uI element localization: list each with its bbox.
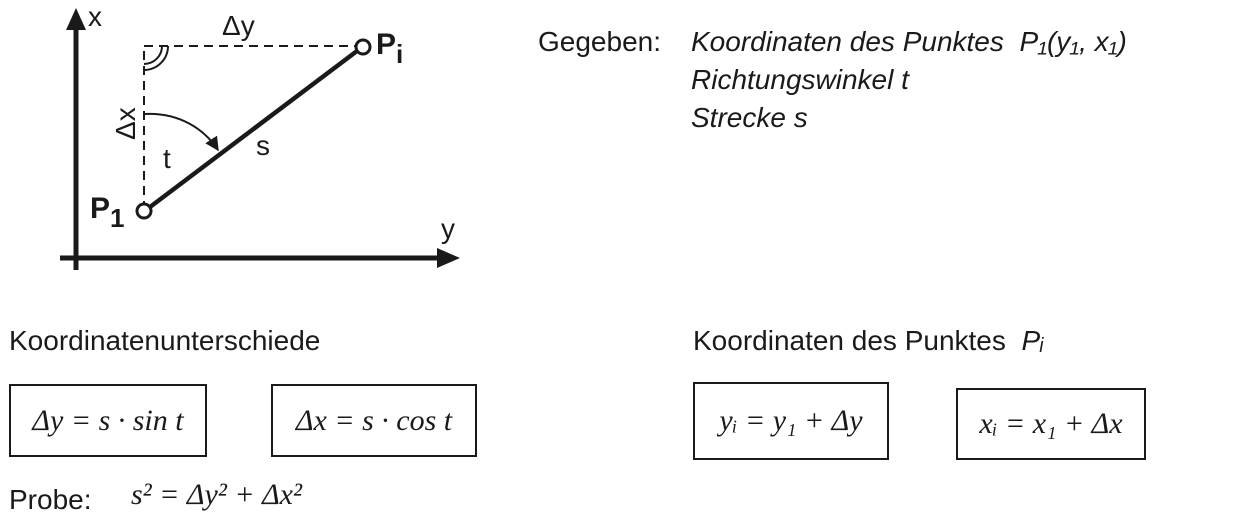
point-p1-marker xyxy=(135,202,153,220)
segment-s xyxy=(148,49,359,209)
angle-t-label: t xyxy=(163,143,171,174)
angle-t-arc xyxy=(143,112,219,152)
point-p1-label: P1 xyxy=(90,192,124,233)
formula-delta-y: Δy = s · sin t xyxy=(32,403,184,437)
y-axis-arrow-icon xyxy=(437,248,460,268)
delta-x-label: Δx xyxy=(110,107,141,140)
given-line-2: Richtungswinkel t xyxy=(691,64,909,95)
segment-s-label: s xyxy=(256,130,270,161)
formula-box-delta-y: Δy = s · sin t xyxy=(9,384,207,457)
point-p1-subscript: 1 xyxy=(110,203,124,233)
point-p1-letter: P xyxy=(90,192,110,225)
x-axis-label: x xyxy=(88,1,102,32)
formula-xi: xᵢ = x₁ + Δx xyxy=(979,407,1123,440)
formula-box-yi: yᵢ = y₁ + Δy xyxy=(693,382,889,460)
given-line-3: Strecke s xyxy=(691,102,808,133)
formula-delta-x: Δx = s · cos t xyxy=(295,403,453,437)
point-pi-label: Pi xyxy=(376,28,403,69)
check-label: Probe: xyxy=(9,484,92,515)
given-line-1-formula: P₁(y₁, x₁) xyxy=(1019,26,1127,57)
right-angle-arc-inner xyxy=(143,45,163,65)
point-pi-subscript: i xyxy=(396,39,403,69)
delta-y-label: Δy xyxy=(222,10,255,41)
formula-box-xi: xᵢ = x₁ + Δx xyxy=(956,388,1146,460)
x-axis-arrow-icon xyxy=(66,8,86,30)
formula-box-delta-x: Δx = s · cos t xyxy=(271,384,477,457)
formula-yi: yᵢ = y₁ + Δy xyxy=(719,404,863,437)
given-line-1: Koordinaten des Punktes P₁(y₁, x₁) xyxy=(691,26,1127,58)
point-coords-title-symbol: Pᵢ xyxy=(1021,325,1044,356)
differences-title: Koordinatenunterschiede xyxy=(9,325,321,356)
given-heading: Gegeben: xyxy=(538,26,661,57)
given-line-1-text: Koordinaten des Punktes xyxy=(691,26,1004,57)
point-pi-letter: P xyxy=(376,28,396,61)
check-formula: s² = Δy² + Δx² xyxy=(131,478,302,511)
point-coords-title-text: Koordinaten des Punktes xyxy=(693,325,1006,356)
right-angle-arc xyxy=(143,45,169,71)
point-coords-title: Koordinaten des Punktes Pᵢ xyxy=(693,325,1044,357)
point-pi-marker xyxy=(354,38,372,56)
y-axis-label: y xyxy=(441,213,455,244)
